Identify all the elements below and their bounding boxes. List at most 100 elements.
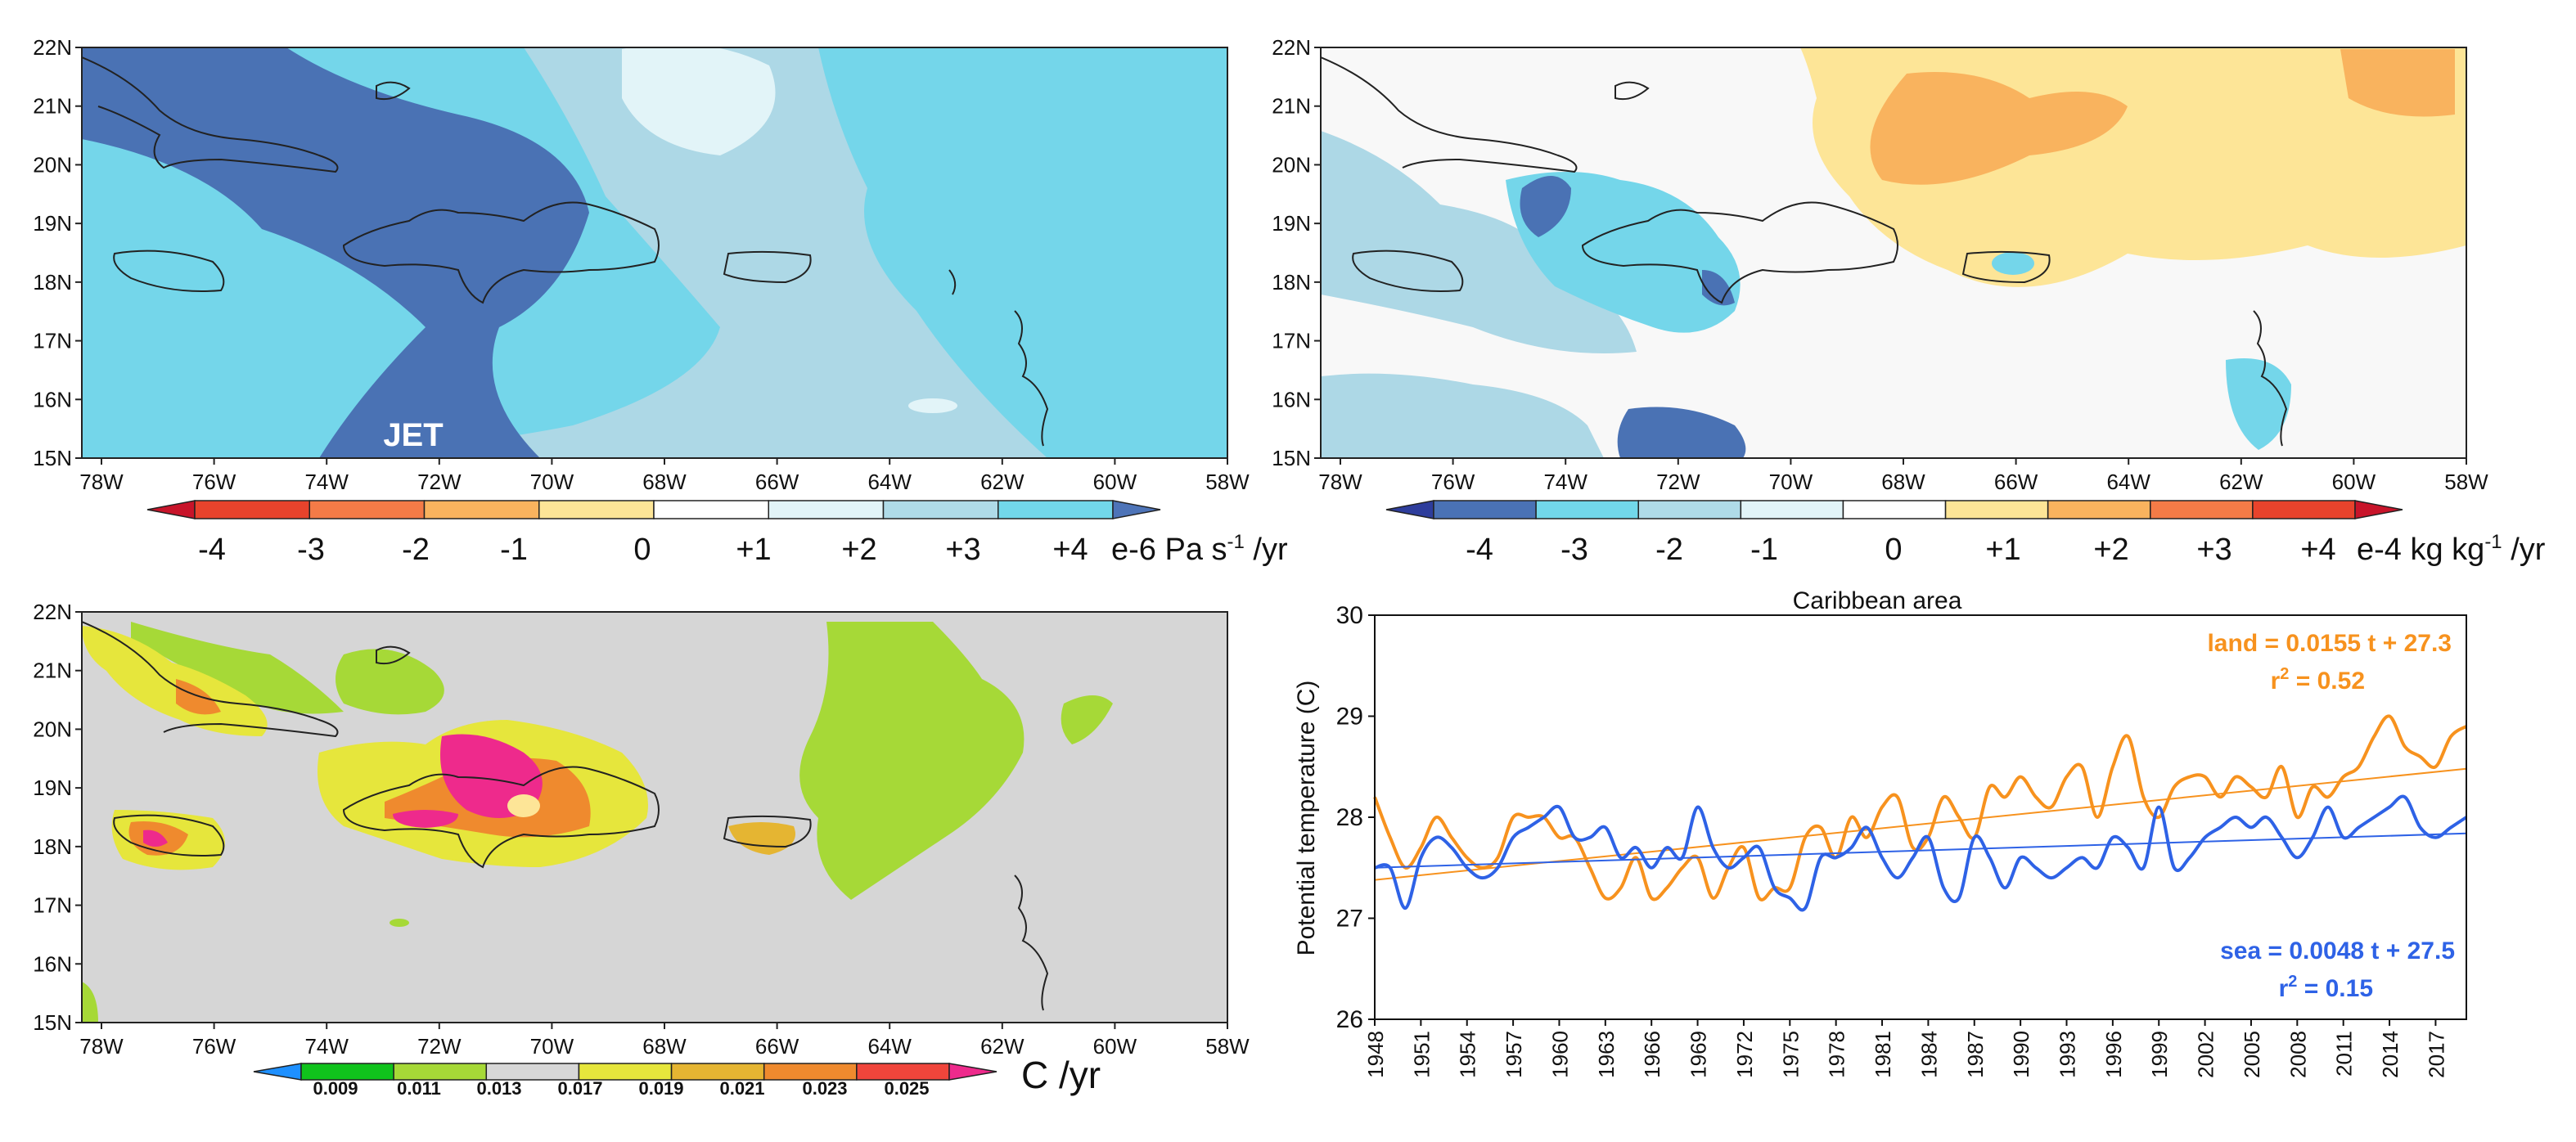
lon-label: 70W bbox=[530, 1034, 574, 1059]
panel-a-colorbar: -4 -3 -2 -1 0 +1 +2 +3 +4 e-6 Pa s-1 /yr bbox=[146, 500, 1288, 567]
lon-label: 72W bbox=[417, 470, 462, 494]
cbar-a-segment bbox=[194, 500, 310, 519]
lon-label: 66W bbox=[755, 1034, 799, 1059]
cbar-b-left-arrow bbox=[1385, 500, 1434, 519]
lat-label: 19N bbox=[1272, 211, 1311, 236]
lat-label: 20N bbox=[33, 152, 72, 177]
cbar-c-segment bbox=[856, 1063, 950, 1081]
cbar-c-segment bbox=[485, 1063, 580, 1081]
cbar-b-segment bbox=[1637, 500, 1742, 519]
cbar-c-tick: 0.021 bbox=[719, 1078, 764, 1099]
lon-label: 78W bbox=[79, 1034, 124, 1059]
cbar-a-segment bbox=[998, 500, 1114, 519]
lat-label: 15N bbox=[33, 446, 72, 470]
x-tick-label: 1951 bbox=[1409, 1031, 1434, 1078]
x-tick-label: 1966 bbox=[1640, 1031, 1664, 1078]
panel-c-colorbar: 0.009 0.011 0.013 0.017 0.019 0.021 0.02… bbox=[253, 1054, 1101, 1099]
lat-label: 20N bbox=[33, 717, 72, 741]
lon-label: 58W bbox=[2444, 470, 2488, 494]
cbar-a-tick: +3 bbox=[945, 533, 980, 567]
cbar-c-segment bbox=[763, 1063, 858, 1081]
cbar-b-segment bbox=[2252, 500, 2356, 519]
x-tick-label: 1996 bbox=[2101, 1031, 2126, 1078]
lat-label: 16N bbox=[1272, 387, 1311, 411]
cbar-c-right-arrow bbox=[948, 1063, 998, 1081]
y-tick-label: 28 bbox=[1336, 804, 1363, 831]
cbar-b-segment bbox=[1535, 500, 1639, 519]
cbar-a-segment bbox=[768, 500, 885, 519]
lon-label: 76W bbox=[192, 470, 236, 494]
cbar-b-unit: e-4 kg kg-1 /yr bbox=[2357, 531, 2546, 567]
cbar-a-tick: +4 bbox=[1052, 533, 1088, 567]
lat-label: 18N bbox=[33, 834, 72, 859]
panel-b-map: 22N 21N 20N 19N 18N 17N 16N 15N 78W 76W 74W 72W 70W… bbox=[1272, 35, 2488, 494]
panel-c-map: 22N 21N 20N 19N 18N 17N 16N 15N 78W 76W 74W 72W 70W… bbox=[33, 600, 1250, 1059]
lon-label: 78W bbox=[1318, 470, 1362, 494]
cbar-c-tick: 0.011 bbox=[397, 1078, 441, 1099]
lon-label: 64W bbox=[2106, 470, 2150, 494]
cbar-b-tick: -1 bbox=[1750, 533, 1778, 567]
lon-label: 60W bbox=[2332, 470, 2376, 494]
y-tick-label: 26 bbox=[1336, 1006, 1363, 1033]
cbar-b-right-arrow bbox=[2354, 500, 2403, 519]
lon-label: 78W bbox=[79, 470, 124, 494]
panel-d-chart: Caribbean area Potential temperature (C)… bbox=[1293, 587, 2468, 1078]
cbar-c-tick: 0.023 bbox=[802, 1078, 847, 1099]
x-tick-label: 2011 bbox=[2332, 1031, 2357, 1077]
lat-label: 16N bbox=[33, 951, 72, 976]
lon-label: 72W bbox=[1656, 470, 1700, 494]
y-tick-label: 27 bbox=[1336, 906, 1363, 933]
jet-annotation: JET bbox=[383, 417, 443, 453]
cbar-a-right-arrow bbox=[1112, 500, 1161, 519]
x-tick-label: 1993 bbox=[2055, 1031, 2079, 1078]
cbar-b-segment bbox=[1433, 500, 1537, 519]
cbar-c-tick: 0.017 bbox=[557, 1078, 602, 1099]
lat-label: 15N bbox=[1272, 446, 1311, 470]
cbar-b-segment bbox=[1842, 500, 1947, 519]
cbar-b-tick: +1 bbox=[1985, 533, 2020, 567]
x-tick-label: 1972 bbox=[1732, 1031, 1757, 1078]
cbar-b-segment bbox=[2047, 500, 2151, 519]
lat-label: 22N bbox=[33, 35, 72, 60]
lon-label: 66W bbox=[755, 470, 799, 494]
lon-label: 70W bbox=[1769, 470, 1813, 494]
lon-label: 76W bbox=[1431, 470, 1475, 494]
lon-label: 66W bbox=[1994, 470, 2038, 494]
sea-r2: r2 = 0.15 bbox=[2279, 973, 2373, 1002]
cbar-c-left-arrow bbox=[253, 1063, 302, 1081]
cbar-b-tick: 0 bbox=[1885, 533, 1902, 567]
cbar-b-tick: -2 bbox=[1655, 533, 1683, 567]
sea-trend-line bbox=[1374, 832, 2467, 869]
cbar-a-tick: 0 bbox=[633, 533, 651, 567]
lon-label: 70W bbox=[530, 470, 574, 494]
cbar-c-segment bbox=[393, 1063, 488, 1081]
lon-label: 68W bbox=[1881, 470, 1925, 494]
x-tick-label: 1960 bbox=[1547, 1031, 1572, 1078]
x-tick-label: 2005 bbox=[2240, 1031, 2264, 1078]
x-tick-label: 1981 bbox=[1871, 1031, 1895, 1078]
lon-label: 74W bbox=[1543, 470, 1587, 494]
x-tick-label: 1987 bbox=[1963, 1031, 1988, 1078]
x-tick-label: 1975 bbox=[1778, 1031, 1803, 1078]
lat-label: 21N bbox=[1272, 94, 1311, 119]
x-tick-label: 1954 bbox=[1456, 1031, 1480, 1078]
lon-label: 58W bbox=[1205, 470, 1250, 494]
sea-equation: sea = 0.0048 t + 27.5 bbox=[2220, 937, 2455, 964]
lon-label: 72W bbox=[417, 1034, 462, 1059]
land-r2: r2 = 0.52 bbox=[2271, 665, 2365, 695]
land-equation: land = 0.0155 t + 27.3 bbox=[2207, 630, 2452, 657]
lon-label: 64W bbox=[867, 470, 912, 494]
x-tick-label: 2017 bbox=[2424, 1031, 2448, 1078]
lat-label: 17N bbox=[33, 893, 72, 918]
lat-label: 21N bbox=[33, 659, 72, 683]
land-series-line bbox=[1373, 714, 2468, 901]
lon-label: 62W bbox=[980, 1034, 1025, 1059]
cbar-a-segment bbox=[308, 500, 426, 519]
cbar-b-tick: +4 bbox=[2300, 533, 2335, 567]
cbar-a-tick: -4 bbox=[198, 533, 226, 567]
lon-label: 60W bbox=[1093, 470, 1137, 494]
lon-label: 62W bbox=[980, 470, 1025, 494]
lat-label: 22N bbox=[33, 600, 72, 624]
cbar-b-segment bbox=[2150, 500, 2254, 519]
lon-label: 60W bbox=[1093, 1034, 1137, 1059]
